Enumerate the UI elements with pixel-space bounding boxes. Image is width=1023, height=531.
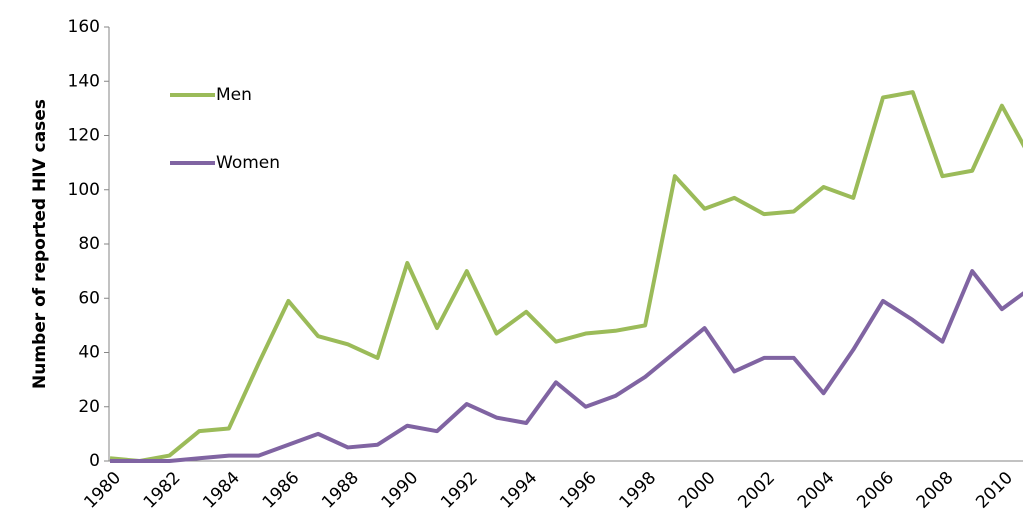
x-tick-label: 2000 xyxy=(675,468,720,513)
x-tick-label: 2002 xyxy=(734,468,779,513)
x-tick-label: 1984 xyxy=(199,468,244,513)
y-tick-label: 20 xyxy=(78,397,100,417)
x-tick-label: 1998 xyxy=(615,468,660,513)
y-tick-label: 60 xyxy=(78,288,100,308)
y-tick-label: 120 xyxy=(68,126,100,146)
legend-label: Men xyxy=(216,85,252,105)
x-tick-label: 1996 xyxy=(556,468,601,513)
x-tick-label: 2010 xyxy=(972,468,1017,513)
plot-area xyxy=(109,90,1023,463)
x-tick-label: 2008 xyxy=(913,468,958,513)
x-tick-label: 1990 xyxy=(378,468,423,513)
x-tick-label: 1994 xyxy=(497,468,542,513)
y-tick-label: 80 xyxy=(78,234,100,254)
y-tick-label: 40 xyxy=(78,343,100,363)
x-tick-label: 2006 xyxy=(853,468,898,513)
x-tick-label: 1982 xyxy=(140,468,185,513)
x-tick-label: 1988 xyxy=(318,468,363,513)
line xyxy=(110,269,1023,463)
y-tick-label: 160 xyxy=(68,17,100,37)
line xyxy=(109,90,1023,463)
y-tick-label: 0 xyxy=(89,451,100,471)
x-tick-label: 1986 xyxy=(259,468,304,513)
x-tick-label: 2004 xyxy=(794,468,839,513)
y-tick-label: 140 xyxy=(68,71,100,91)
y-axis-title: Number of reported HIV cases xyxy=(30,99,50,389)
x-tick-label: 1992 xyxy=(437,468,482,513)
legend-label: Women xyxy=(216,153,280,173)
y-tick-label: 100 xyxy=(68,180,100,200)
x-tick-label: 1980 xyxy=(80,468,125,513)
